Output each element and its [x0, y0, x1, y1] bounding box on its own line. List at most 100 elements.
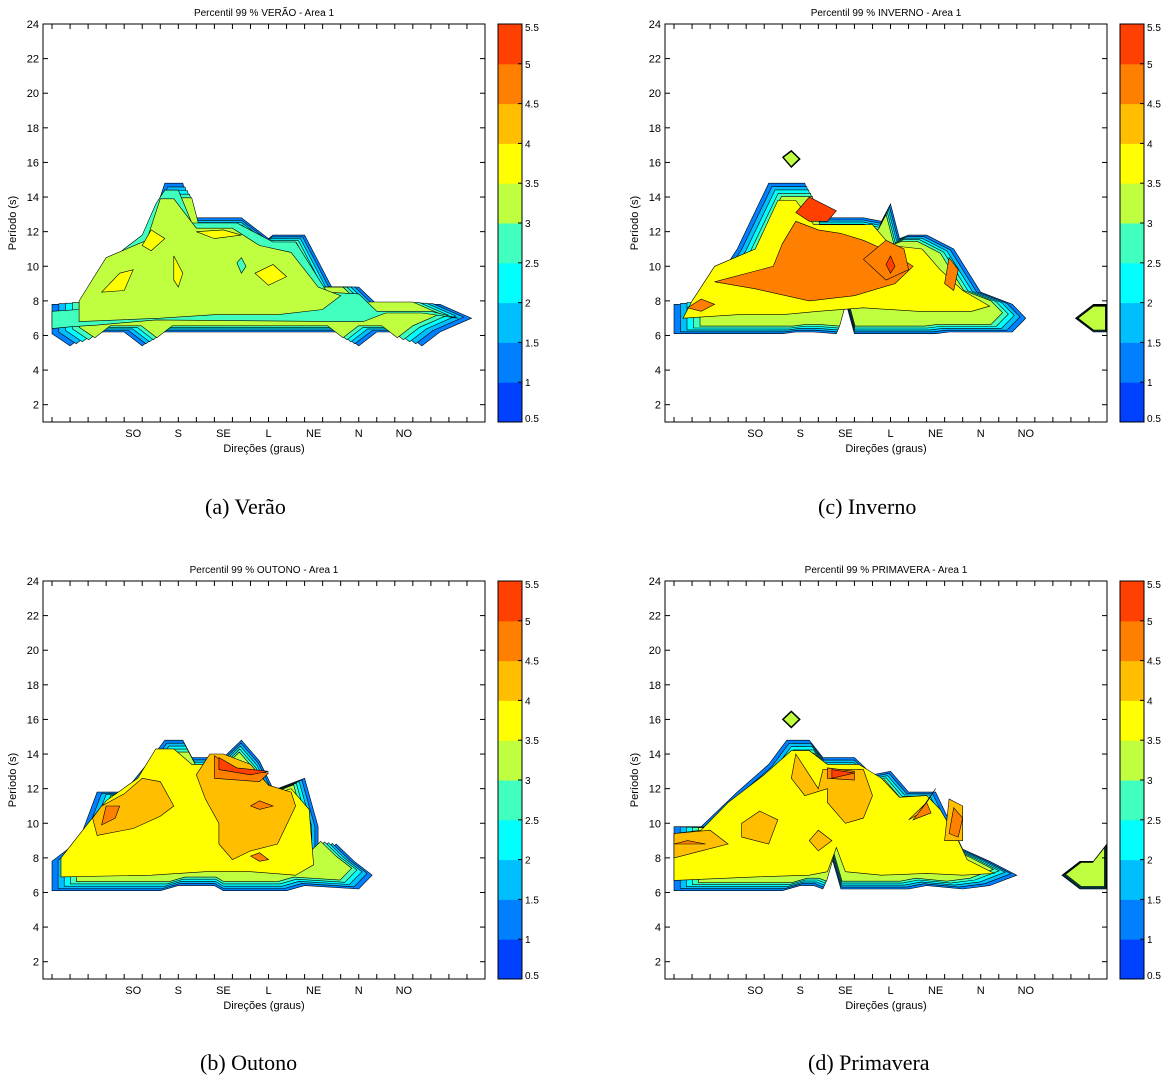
axes-frame [664, 23, 1108, 423]
contour-region [236, 257, 247, 274]
panel-primavera: Percentil 99 % PRIMAVERA - Area 1 2 4 6 8 10 1… [622, 557, 1175, 1027]
colorbar-segment [1120, 143, 1144, 184]
x-category-label: SO [747, 428, 763, 440]
x-category-label: L [887, 985, 893, 997]
contour-region [92, 777, 175, 836]
contour-fills [673, 710, 1107, 891]
colorbar-tick-label: 1 [525, 378, 531, 389]
chart-title: Percentil 99 % VERÃO - Area 1 [194, 6, 335, 19]
y-tick-label: 18 [649, 123, 661, 135]
y-tick-label: 24 [649, 576, 661, 588]
colorbar-segment [1120, 581, 1144, 622]
y-tick-label: 20 [649, 645, 661, 657]
colorbar-segment [498, 262, 522, 304]
caption-verao: (a) Verão [205, 494, 286, 519]
x-category-label: NE [306, 985, 321, 997]
x-category-label: NO [396, 985, 413, 997]
colorbar-segment [1120, 939, 1144, 980]
colorbar-segment [1120, 819, 1144, 861]
y-tick-label: 10 [649, 818, 661, 830]
colorbar-segment [1120, 63, 1144, 105]
y-tick-label: 22 [27, 54, 39, 66]
y-tick-label: 20 [27, 645, 39, 657]
colorbar-tick-label: 4.5 [525, 657, 539, 668]
x-axis-label: Direções (graus) [845, 1000, 926, 1012]
chart-title: Percentil 99 % INVERNO - Area 1 [811, 8, 962, 19]
colorbar-tick-label: 3 [1147, 219, 1153, 230]
y-tick-label: 4 [33, 365, 39, 377]
colorbar-tick-label: 3 [1147, 776, 1153, 787]
colorbar-tick-label: 5 [1147, 617, 1153, 628]
contour-region [249, 800, 274, 810]
y-tick-label: 24 [649, 19, 661, 31]
contour-chart-verao: Percentil 99 % VERÃO - Area 124681012141… [7, 6, 539, 455]
colorbar-segment [1120, 103, 1144, 144]
colorbar-segment [498, 620, 522, 662]
y-tick-label: 2 [655, 400, 661, 412]
contour-region [795, 196, 837, 222]
colorbar-segment [1120, 223, 1144, 264]
y-tick-label: 14 [649, 192, 661, 204]
colorbar-segment [498, 382, 522, 423]
contour-region [673, 840, 706, 845]
colorbar-segment [498, 183, 522, 224]
colorbar-tick-label: 5.5 [1147, 580, 1161, 591]
chart-title: Percentil 99 % OUTONO - Area 1 [190, 565, 339, 576]
colorbar-tick-label: 2.5 [525, 816, 539, 827]
axes-frame [664, 580, 1108, 980]
y-tick-label: 10 [27, 261, 39, 273]
y-tick-label: 12 [27, 784, 39, 796]
colorbar-segment [1120, 859, 1144, 900]
y-tick-label: 4 [33, 922, 39, 934]
contour-region [862, 239, 909, 281]
colorbar-segment [1120, 660, 1144, 701]
x-category-label: NE [928, 985, 943, 997]
caption-primavera: (d) Primavera [808, 1050, 930, 1075]
x-category-label: N [355, 985, 363, 997]
y-tick-label: 24 [27, 576, 39, 588]
x-category-label: L [887, 428, 893, 440]
contour-region [831, 769, 855, 779]
x-category-label: NE [928, 428, 943, 440]
y-tick-label: 22 [649, 54, 661, 66]
y-tick-label: 12 [27, 227, 39, 239]
x-category-label: N [977, 985, 985, 997]
contour-region [101, 805, 121, 826]
caption-outono: (b) Outono [200, 1050, 298, 1075]
panel-outono: Percentil 99 % OUTONO - Area 1 2 4 6 8 10 12 14… [0, 557, 560, 1027]
x-category-label: NO [396, 428, 413, 440]
colorbar-segment [498, 859, 522, 900]
colorbar-segment [1120, 24, 1144, 65]
y-axis-label: Período (s) [7, 753, 19, 807]
colorbar-segment [1120, 382, 1144, 423]
contour-region [673, 750, 996, 881]
y-tick-label: 12 [649, 227, 661, 239]
colorbar-segment [498, 223, 522, 264]
colorbar-tick-label: 4 [1147, 696, 1153, 707]
y-tick-label: 8 [33, 296, 39, 308]
y-axis-label: Período (s) [629, 753, 641, 807]
contour-region [948, 807, 964, 838]
y-tick-label: 16 [649, 714, 661, 726]
y-tick-label: 4 [655, 922, 661, 934]
colorbar-segment [498, 24, 522, 65]
x-category-label: NO [1018, 985, 1035, 997]
colorbar-tick-label: 1.5 [1147, 895, 1161, 906]
colorbar-segment [1120, 780, 1144, 821]
colorbar-tick-label: 5 [1147, 60, 1153, 71]
contour-region [808, 829, 833, 852]
colorbar-tick-label: 0.5 [1147, 971, 1161, 982]
colorbar-tick-label: 1 [1147, 378, 1153, 389]
x-category-label: L [265, 985, 271, 997]
contour-fills [673, 149, 1107, 335]
x-category-label: N [977, 428, 985, 440]
y-tick-label: 18 [27, 123, 39, 135]
panel-verao: Percentil 99 % VERÃO - Area 1 2 4 6 8 10 12 14 1… [0, 0, 560, 470]
contour-region [908, 788, 936, 821]
colorbar-tick-label: 4.5 [525, 100, 539, 111]
colorbar-tick-label: 3.5 [1147, 736, 1161, 747]
y-tick-label: 6 [33, 887, 39, 899]
x-category-label: S [797, 985, 804, 997]
y-axis-label: Período (s) [7, 196, 19, 250]
y-tick-label: 16 [649, 157, 661, 169]
